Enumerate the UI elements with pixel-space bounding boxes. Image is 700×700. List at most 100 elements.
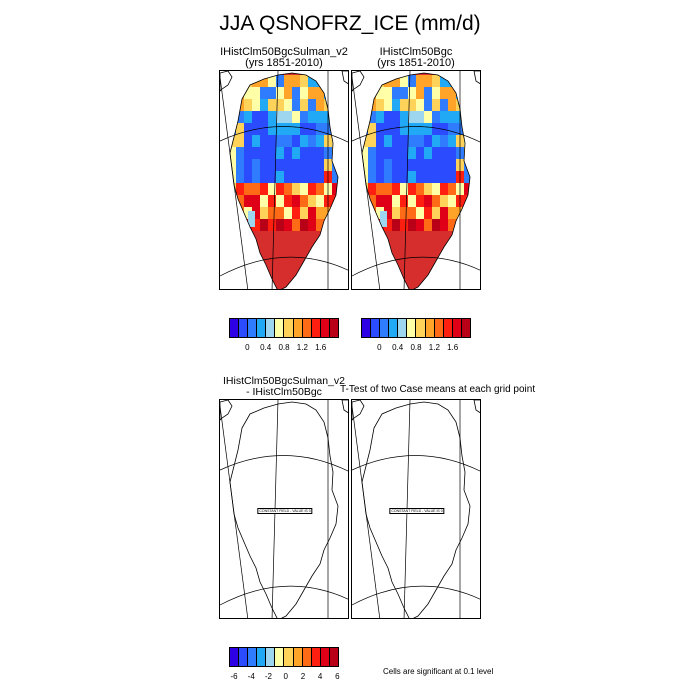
melt-cell — [408, 111, 416, 123]
neighbor-coastline — [473, 71, 480, 85]
melt-cell — [408, 99, 416, 111]
melt-cell — [292, 159, 300, 171]
melt-cell — [252, 159, 260, 171]
melt-cell — [362, 111, 368, 123]
melt-cell — [480, 123, 481, 135]
melt-cell — [340, 111, 348, 123]
melt-cell — [352, 135, 360, 147]
colorbar-tick-label: 2 — [300, 672, 306, 681]
melt-cell — [376, 147, 384, 159]
melt-cell — [316, 99, 324, 111]
melt-cell — [408, 159, 416, 171]
melt-cell — [244, 123, 252, 135]
melt-cell — [376, 75, 384, 87]
melt-cell — [408, 147, 416, 159]
colorbar-tick-label: -2 — [264, 672, 273, 681]
melt-cell — [268, 147, 276, 159]
melt-cell — [352, 207, 360, 219]
melt-cell — [472, 183, 480, 195]
melt-cell — [416, 147, 424, 159]
melt-cell — [432, 87, 440, 99]
melt-cell — [368, 171, 376, 183]
melt-cell — [348, 159, 349, 171]
colorbar-swatch — [434, 319, 444, 337]
diff-title-line1: IHistClm50BgcSulman_v2 — [223, 375, 345, 387]
melt-cell — [284, 111, 292, 123]
colorbar-tick-label: 4 — [317, 672, 323, 681]
melt-cell — [472, 147, 480, 159]
melt-cell — [416, 159, 424, 171]
melt-cell — [292, 183, 300, 195]
melt-cell — [230, 111, 236, 123]
melt-cell — [480, 87, 481, 99]
melt-cell — [332, 183, 338, 195]
melt-cell — [464, 207, 470, 219]
melt-cell — [392, 207, 400, 219]
melt-cell — [332, 147, 338, 159]
melt-cell — [392, 147, 400, 159]
diff-panel-title: IHistClm50BgcSulman_v2 - IHistClm50Bgc — [210, 376, 358, 398]
melt-cell — [392, 75, 400, 87]
melt-cell — [340, 207, 348, 219]
melt-cell — [284, 195, 292, 207]
melt-cell — [440, 75, 448, 87]
melt-cell — [472, 159, 480, 171]
melt-cell — [252, 147, 260, 159]
melt-cell — [284, 123, 292, 135]
melt-cell — [300, 111, 308, 123]
melt-cell — [236, 147, 244, 159]
melt-cell — [220, 147, 228, 159]
melt-cell — [416, 195, 424, 207]
colorbar-swatch — [398, 319, 408, 337]
melt-cell — [392, 159, 400, 171]
melt-cell — [332, 75, 338, 87]
melt-cell — [348, 147, 349, 159]
melt-cell — [260, 123, 268, 135]
melt-cell — [236, 171, 244, 183]
map-parallel-line — [220, 256, 348, 277]
melt-cell — [440, 135, 448, 147]
melt-cell — [276, 87, 284, 99]
melt-cell — [268, 135, 276, 147]
melt-cell — [376, 99, 384, 111]
melt-cell — [340, 183, 348, 195]
melt-cell — [432, 207, 440, 219]
melt-cell — [300, 219, 308, 231]
colorbar-tick-label: 0 — [245, 343, 250, 352]
neighbor-coastline — [352, 400, 365, 421]
melt-cell — [300, 123, 308, 135]
melt-cell — [316, 147, 324, 159]
melt-cell — [292, 75, 300, 87]
melt-cell — [376, 87, 384, 99]
melt-cell — [362, 219, 368, 231]
melt-cell — [292, 123, 300, 135]
melt-cell — [340, 219, 348, 231]
colorbar-sulman — [229, 318, 339, 338]
melt-cell — [260, 195, 268, 207]
melt-cell — [316, 111, 324, 123]
melt-cell — [424, 123, 432, 135]
melt-cell — [292, 171, 300, 183]
melt-cell — [260, 75, 268, 87]
colorbar-swatch — [362, 319, 372, 337]
melt-cell — [244, 195, 252, 207]
colorbar-swatch — [302, 319, 312, 337]
melt-cell — [220, 159, 228, 171]
melt-cell — [408, 123, 416, 135]
melt-cell — [284, 99, 292, 111]
melt-cell — [300, 159, 308, 171]
melt-cell — [416, 135, 424, 147]
melt-cell — [472, 123, 480, 135]
colorbar-swatch — [293, 648, 303, 666]
melt-cell — [384, 207, 392, 219]
map-sulman-svg — [220, 71, 349, 289]
melt-cell — [276, 183, 284, 195]
melt-cell — [284, 207, 292, 219]
melt-cell — [300, 87, 308, 99]
melt-cell — [268, 207, 276, 219]
melt-cell — [300, 207, 308, 219]
melt-cell — [348, 183, 349, 195]
melt-cell — [448, 99, 456, 111]
melt-cell — [340, 159, 348, 171]
melt-cell — [472, 135, 480, 147]
